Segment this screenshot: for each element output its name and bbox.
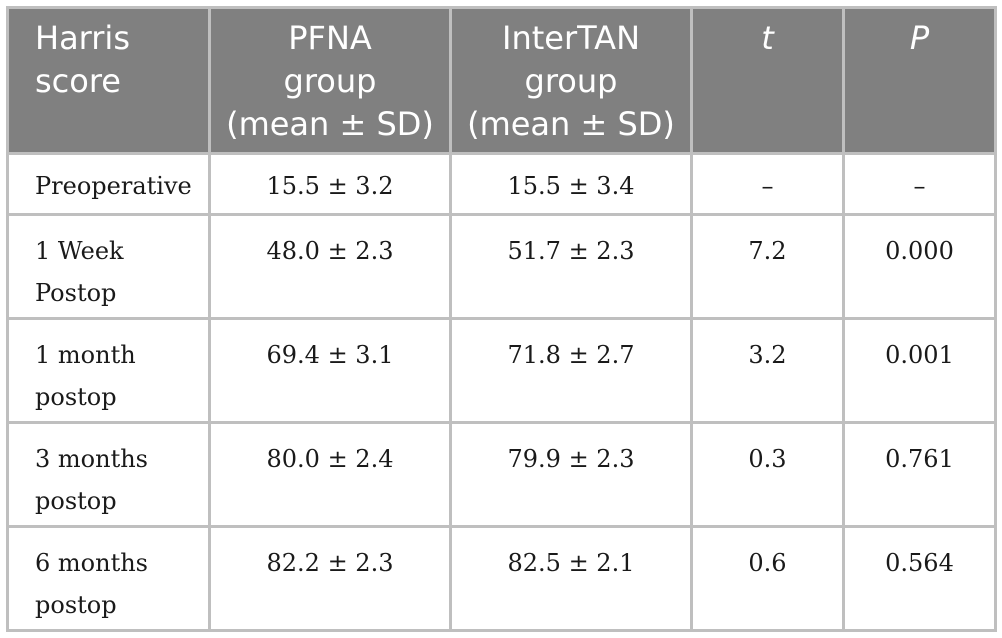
header-row: Harris score PFNA group (mean ± SD) Inte… <box>6 6 997 155</box>
pfna-cell: 82.2 ± 2.3 <box>208 525 452 632</box>
header-intertan-group: InterTAN group (mean ± SD) <box>449 6 693 155</box>
row-label: Preoperative <box>35 172 192 200</box>
row-label: postop <box>35 591 117 619</box>
row-label-cell: 3 months postop <box>6 421 211 528</box>
row-label-cell: 1 Week Postop <box>6 213 211 320</box>
header-line: InterTAN <box>502 19 640 57</box>
table-row: 1 Week Postop 48.0 ± 2.3 51.7 ± 2.3 7.2 … <box>6 213 997 320</box>
table-row: Preoperative 15.5 ± 3.2 15.5 ± 3.4 – – <box>6 152 997 216</box>
intertan-cell: 71.8 ± 2.7 <box>449 317 693 424</box>
intertan-cell: 51.7 ± 2.3 <box>449 213 693 320</box>
pfna-cell: 15.5 ± 3.2 <box>208 152 452 216</box>
row-label: 3 months <box>35 445 148 473</box>
intertan-cell: 79.9 ± 2.3 <box>449 421 693 528</box>
row-label: Postop <box>35 279 117 307</box>
header-line: group <box>283 62 377 100</box>
intertan-cell: 15.5 ± 3.4 <box>449 152 693 216</box>
t-cell: – <box>690 152 845 216</box>
row-label: 6 months <box>35 549 148 577</box>
row-label-cell: 6 months postop <box>6 525 211 632</box>
pfna-cell: 80.0 ± 2.4 <box>208 421 452 528</box>
header-line: P <box>909 19 930 57</box>
row-label: 1 month <box>35 341 136 369</box>
t-cell: 3.2 <box>690 317 845 424</box>
table-row: 1 month postop 69.4 ± 3.1 71.8 ± 2.7 3.2… <box>6 317 997 424</box>
row-label-cell: 1 month postop <box>6 317 211 424</box>
header-harris-score: Harris score <box>6 6 211 155</box>
header-line: (mean ± SD) <box>226 105 434 143</box>
row-label: 1 Week <box>35 237 124 265</box>
p-cell: 0.001 <box>842 317 997 424</box>
header-t: t <box>690 6 845 155</box>
t-cell: 0.6 <box>690 525 845 632</box>
p-cell: 0.761 <box>842 421 997 528</box>
header-pfna-group: PFNA group (mean ± SD) <box>208 6 452 155</box>
harris-score-table-container: Harris score PFNA group (mean ± SD) Inte… <box>6 6 997 632</box>
pfna-cell: 69.4 ± 3.1 <box>208 317 452 424</box>
header-line: t <box>761 19 774 57</box>
header-line: PFNA <box>288 19 372 57</box>
header-line: Harris <box>35 19 130 57</box>
header-p: P <box>842 6 997 155</box>
table-row: 3 months postop 80.0 ± 2.4 79.9 ± 2.3 0.… <box>6 421 997 528</box>
row-label: postop <box>35 383 117 411</box>
table-row: 6 months postop 82.2 ± 2.3 82.5 ± 2.1 0.… <box>6 525 997 632</box>
p-cell: 0.000 <box>842 213 997 320</box>
p-cell: – <box>842 152 997 216</box>
pfna-cell: 48.0 ± 2.3 <box>208 213 452 320</box>
harris-score-table: Harris score PFNA group (mean ± SD) Inte… <box>6 6 997 632</box>
intertan-cell: 82.5 ± 2.1 <box>449 525 693 632</box>
header-line: (mean ± SD) <box>467 105 675 143</box>
t-cell: 0.3 <box>690 421 845 528</box>
table-body: Preoperative 15.5 ± 3.2 15.5 ± 3.4 – – 1… <box>6 152 997 632</box>
t-cell: 7.2 <box>690 213 845 320</box>
header-line: group <box>524 62 618 100</box>
p-cell: 0.564 <box>842 525 997 632</box>
row-label-cell: Preoperative <box>6 152 211 216</box>
header-line: score <box>35 62 121 100</box>
table-header: Harris score PFNA group (mean ± SD) Inte… <box>6 6 997 155</box>
row-label: postop <box>35 487 117 515</box>
